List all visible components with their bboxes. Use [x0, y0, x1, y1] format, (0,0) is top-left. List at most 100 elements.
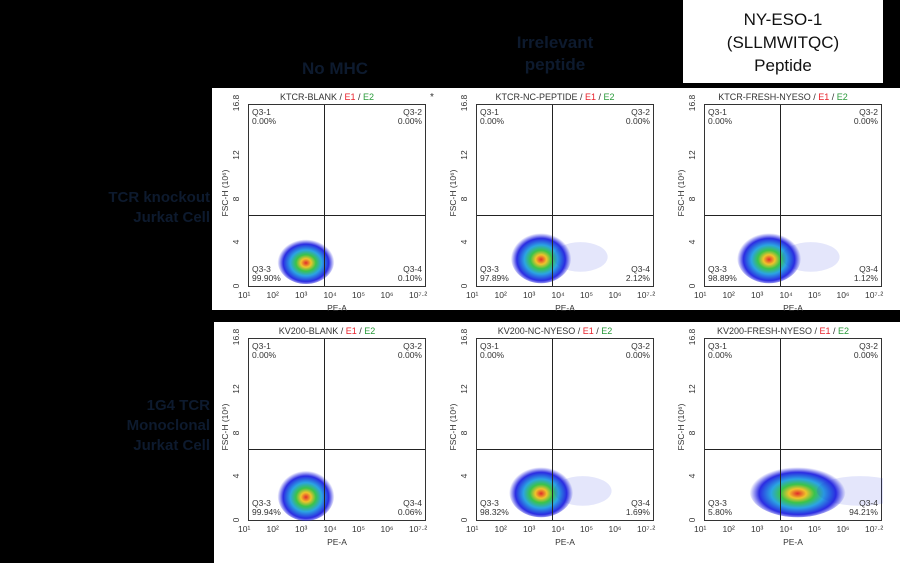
quadrant-gate-vertical[interactable]: [779, 339, 781, 520]
x-tick: 10³: [523, 524, 536, 534]
x-tick: 10⁵: [808, 524, 821, 534]
x-tick: 10⁷·²: [409, 290, 428, 300]
x-tick: 10²: [494, 290, 507, 300]
flow-plot: KV200-FRESH-NYESO / E1 / E2 Q3-1 0.00% Q3…: [668, 322, 898, 554]
quadrant-gate-horizontal[interactable]: [705, 214, 881, 216]
row-header-text: Jurkat Cell: [133, 209, 210, 226]
quadrant-q2: Q3-2 0.00%: [397, 341, 422, 360]
x-axis-label: PE-A: [783, 537, 803, 547]
e1-label: E1: [344, 92, 356, 102]
e2-label: E2: [363, 92, 375, 102]
x-tick: 10⁶: [836, 524, 850, 534]
quadrant-q4: Q3-4 0.06%: [397, 498, 422, 517]
x-tick: 10⁶: [380, 290, 394, 300]
x-tick: 10⁶: [380, 524, 394, 534]
quadrant-gate-horizontal[interactable]: [477, 448, 653, 450]
plot-title: KV200-BLANK / E1 / E2: [278, 326, 376, 336]
quadrant-q3: Q3-3 99.94%: [252, 498, 281, 517]
y-axis-label: FSC-H (10⁶): [448, 169, 458, 217]
quadrant-gate-horizontal[interactable]: [249, 214, 425, 216]
quadrant-gate-horizontal[interactable]: [249, 448, 425, 450]
quadrant-q3: Q3-3 98.32%: [480, 498, 509, 517]
x-tick: 10³: [751, 524, 764, 534]
sample-name: KTCR-BLANK: [279, 92, 337, 102]
e1-label: E1: [345, 326, 357, 336]
x-tick: 10⁶: [608, 524, 622, 534]
plot-area: Q3-1 0.00% Q3-2 0.00% Q3-3 97.89% Q3-4 2.12%: [476, 104, 654, 287]
quadrant-q3: Q3-3 98.89%: [708, 264, 737, 283]
quadrant-gate-horizontal[interactable]: [705, 448, 881, 450]
quadrant-gate-vertical[interactable]: [551, 339, 553, 520]
y-tick: 8: [687, 196, 697, 202]
quadrant-gate-vertical[interactable]: [779, 105, 781, 286]
density-scatter: [509, 464, 612, 518]
quadrant-q4: Q3-4 0.10%: [397, 264, 422, 283]
y-tick: 4: [231, 474, 241, 479]
quadrant-gate-vertical[interactable]: [323, 339, 325, 520]
quadrant-q1: Q3-1 0.00%: [708, 341, 733, 360]
y-axis-label: FSC-H (10⁶): [220, 169, 230, 217]
x-tick: 10⁵: [580, 290, 593, 300]
flow-plot: KV200-NC-NYESO / E1 / E2 Q3-1 0.00% Q3-2 0…: [440, 322, 670, 554]
quadrant-q3: Q3-3 97.89%: [480, 264, 509, 283]
x-tick: 10³: [295, 290, 308, 300]
y-axis-label: FSC-H (10⁶): [676, 403, 686, 451]
x-tick: 10⁶: [836, 290, 850, 300]
quadrant-q1: Q3-1 0.00%: [480, 341, 505, 360]
y-tick: 12: [687, 150, 697, 161]
x-tick: 10⁵: [580, 524, 593, 534]
x-tick: 10¹: [238, 290, 251, 300]
row-header-text: TCR knockout: [108, 189, 210, 206]
density-scatter: [277, 237, 335, 284]
row-header-1g4-tcr: 1G4 TCR Monoclonal Jurkat Cell: [60, 396, 210, 456]
y-tick: 8: [459, 430, 469, 436]
sample-name: KV200-BLANK: [278, 326, 339, 336]
e2-label: E2: [836, 92, 848, 102]
y-axis-label: FSC-H (10⁶): [448, 403, 458, 451]
plot-area: Q3-1 0.00% Q3-2 0.00% Q3-3 99.94% Q3-4 0.06%: [248, 338, 426, 521]
flow-plot: KTCR-FRESH-NYESO / E1 / E2 Q3-1 0.00% Q3-…: [668, 88, 898, 320]
y-tick: 4: [687, 474, 697, 479]
column-header-text: Peptide: [754, 56, 812, 75]
x-tick: 10²: [266, 290, 279, 300]
y-tick: 16.8: [231, 328, 241, 346]
quadrant-gate-horizontal[interactable]: [477, 214, 653, 216]
quadrant-gate-vertical[interactable]: [323, 105, 325, 286]
density-scatter: [749, 464, 883, 518]
y-tick: 12: [459, 384, 469, 395]
quadrant-q2: Q3-2 0.00%: [853, 341, 878, 360]
quadrant-q2: Q3-2 0.00%: [625, 341, 650, 360]
column-header-nyeso-peptide: NY-ESO-1 (SLLMWITQC) Peptide: [683, 0, 883, 83]
y-tick: 12: [459, 150, 469, 161]
y-axis-label: FSC-H (10⁶): [220, 403, 230, 451]
flow-plot: KTCR-NC-PEPTIDE / E1 / E2 Q3-1 0.00% Q3-2…: [440, 88, 670, 320]
sample-name: KTCR-FRESH-NYESO: [718, 92, 811, 102]
x-tick: 10²: [722, 524, 735, 534]
x-tick: 10⁷·²: [637, 524, 656, 534]
x-tick: 10³: [295, 524, 308, 534]
asterisk-mark: *: [430, 92, 434, 103]
quadrant-q4: Q3-4 1.69%: [625, 498, 650, 517]
column-header-irrelevant-peptide: Irrelevant peptide: [490, 32, 620, 76]
y-tick: 16.8: [459, 94, 469, 112]
x-tick: 10⁷·²: [865, 290, 884, 300]
x-tick: 10³: [751, 290, 764, 300]
x-tick: 10⁴: [551, 524, 565, 534]
e1-label: E1: [819, 326, 831, 336]
column-header-text: No MHC: [301, 59, 369, 78]
x-tick: 10²: [494, 524, 507, 534]
quadrant-gate-vertical[interactable]: [551, 105, 553, 286]
quadrant-q1: Q3-1 0.00%: [252, 341, 277, 360]
quadrant-q4: Q3-4 94.21%: [849, 498, 878, 517]
y-tick: 16.8: [459, 328, 469, 346]
x-tick: 10⁵: [352, 290, 365, 300]
row-header-text: Jurkat Cell: [133, 437, 210, 454]
row-header-tcr-knockout: TCR knockout Jurkat Cell: [60, 188, 210, 228]
quadrant-q4: Q3-4 1.12%: [853, 264, 878, 283]
plot-area: Q3-1 0.00% Q3-2 0.00% Q3-3 98.89% Q3-4 1.12%: [704, 104, 882, 287]
density-scatter: [510, 230, 608, 284]
y-tick: 12: [231, 150, 241, 161]
column-header-text: (SLLMWITQC): [726, 33, 840, 52]
quadrant-q2: Q3-2 0.00%: [625, 107, 650, 126]
e2-label: E2: [838, 326, 850, 336]
